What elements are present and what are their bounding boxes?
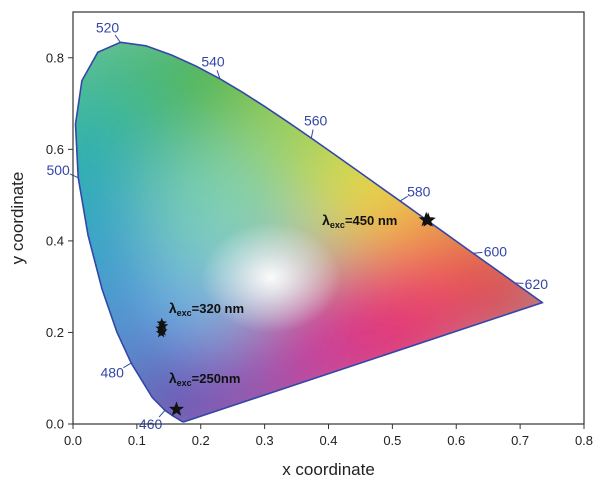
x-tick-label: 0.4 [319,433,337,448]
excitation-annotation: λexc=320 nm [169,300,244,318]
wavelength-tick [216,70,221,79]
x-tick-label: 0.6 [447,433,465,448]
wavelength-label: 540 [201,54,225,70]
x-tick-label: 0.0 [64,433,82,448]
wavelength-label: 480 [101,364,125,380]
y-tick-label: 0.0 [46,417,64,432]
data-point-marker [155,322,166,333]
x-tick-label: 0.5 [383,433,401,448]
x-tick-label: 0.1 [128,433,146,448]
wavelength-label: 500 [46,162,70,178]
x-tick-label: 0.7 [511,433,529,448]
excitation-annotation: λexc=250nm [169,370,241,388]
wavelength-label: 520 [96,20,120,36]
wavelength-label: 600 [484,243,508,259]
wavelength-tick [123,362,132,369]
y-tick-label: 0.8 [46,50,64,65]
data-point-marker [420,212,436,227]
y-tick-label: 0.2 [46,325,64,340]
wavelength-tick [310,129,314,139]
wavelength-tick [69,173,79,179]
wavelength-tick [399,195,408,202]
y-axis-ticks: 0.0 0.2 0.4 0.6 0.8 [46,50,73,432]
data-point-marker [168,401,185,416]
y-tick-label: 0.4 [46,233,64,248]
data-point-marker [156,317,167,328]
x-tick-label: 0.3 [256,433,274,448]
wavelength-tick [473,251,483,254]
x-axis-title: x coordinate [282,460,375,479]
x-tick-label: 0.8 [575,433,593,448]
annotations: λexc=320 nm λexc=250nm λexc=450 nm [169,212,398,388]
excitation-annotation: λexc=450 nm [322,212,397,230]
x-axis-ticks: 0.0 0.1 0.2 0.3 0.4 0.5 0.6 0.7 0.8 [64,424,593,448]
y-axis-title: y coordinate [8,172,27,265]
y-tick-label: 0.6 [46,142,64,157]
wavelength-label: 620 [525,276,549,292]
data-point-marker [157,325,168,336]
wavelength-label: 560 [304,113,328,129]
wavelength-tick [158,409,166,418]
data-point-marker [157,320,169,331]
data-point-marker [155,327,167,338]
spectral-locus-line [74,41,544,423]
wavelength-label: 580 [407,184,431,200]
x-tick-label: 0.2 [192,433,210,448]
wavelength-tick [114,34,121,43]
data-markers [155,211,436,416]
